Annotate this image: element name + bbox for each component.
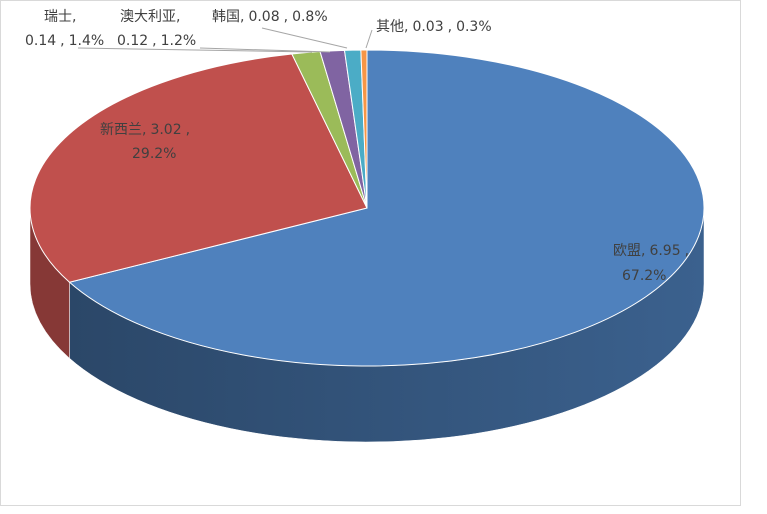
label-name: 欧盟 (613, 243, 641, 259)
label-percent: 67.2% (622, 268, 666, 284)
label-name: 澳大利亚 (120, 9, 176, 25)
label-separator: , (72, 9, 76, 25)
leader-line (261, 27, 348, 49)
label-value: 3.02 (150, 122, 181, 138)
data-label: 瑞士, (44, 9, 76, 25)
label-name: 瑞士 (44, 9, 72, 25)
label-percent: 1.2% (161, 33, 197, 49)
label-value: 0.12 (117, 33, 148, 49)
label-separator: , (448, 19, 452, 35)
data-label: 欧盟, 6.95, (613, 243, 689, 259)
label-percent: 0.8% (292, 9, 328, 25)
data-label: 0.12, 1.2% (117, 33, 196, 49)
label-separator: , (284, 9, 288, 25)
label-separator: , (641, 243, 645, 259)
label-percent: 1.4% (69, 33, 105, 49)
label-name: 其他 (376, 19, 404, 35)
label-name: 新西兰 (100, 122, 142, 138)
data-label: 29.2% (132, 146, 176, 162)
label-separator: , (685, 243, 689, 259)
label-separator: , (240, 9, 244, 25)
data-label: 新西兰, 3.02, (100, 122, 190, 138)
label-separator: , (60, 33, 64, 49)
label-name: 韩国 (212, 9, 240, 25)
slice (68, 49, 705, 367)
label-percent: 29.2% (132, 146, 176, 162)
label-value: 0.03 (412, 19, 443, 35)
label-value: 0.14 (25, 33, 56, 49)
label-separator: , (176, 9, 180, 25)
label-separator: , (142, 122, 146, 138)
label-separator: , (186, 122, 190, 138)
data-label: 其他, 0.03, 0.3% (376, 19, 492, 35)
label-percent: 0.3% (456, 19, 492, 35)
label-separator: , (404, 19, 408, 35)
data-label: 澳大利亚, (120, 9, 180, 25)
data-label: 67.2% (622, 268, 666, 284)
label-separator: , (152, 33, 156, 49)
leader-line (77, 47, 313, 53)
data-label: 0.14, 1.4% (25, 33, 104, 49)
label-value: 6.95 (649, 243, 680, 259)
leader-line (199, 47, 331, 53)
data-label: 韩国, 0.08, 0.8% (212, 9, 328, 25)
label-value: 0.08 (248, 9, 279, 25)
slice (29, 53, 368, 283)
leader-line (365, 29, 373, 49)
slice (360, 49, 368, 209)
